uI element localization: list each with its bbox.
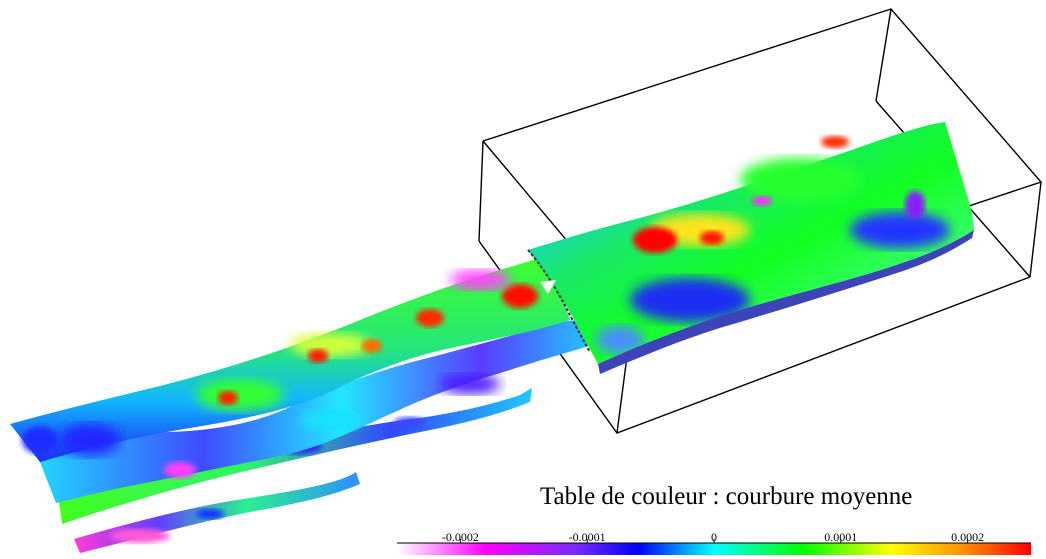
surface-strip-upper: [10, 256, 570, 462]
colorbar: [397, 543, 1031, 555]
colorbar-tick-label: 0.0001: [824, 530, 858, 544]
colorbar-tick-label: 0: [711, 530, 717, 544]
colorbar-tick-label: 0.0002: [951, 530, 985, 544]
colorbar-tick-label: -0.0002: [441, 530, 479, 544]
surface-strip-bottom: [74, 472, 360, 553]
surface-seam: [527, 249, 591, 353]
colorbar-tick-marks: [459, 539, 969, 543]
surface-gap: [540, 280, 556, 294]
colorbar-tick-label: -0.0001: [568, 530, 606, 544]
surface-strip-middle: [36, 320, 592, 503]
surface-expansion: [528, 122, 974, 374]
legend-title: Table de couleur : courbure moyenne: [540, 483, 913, 510]
